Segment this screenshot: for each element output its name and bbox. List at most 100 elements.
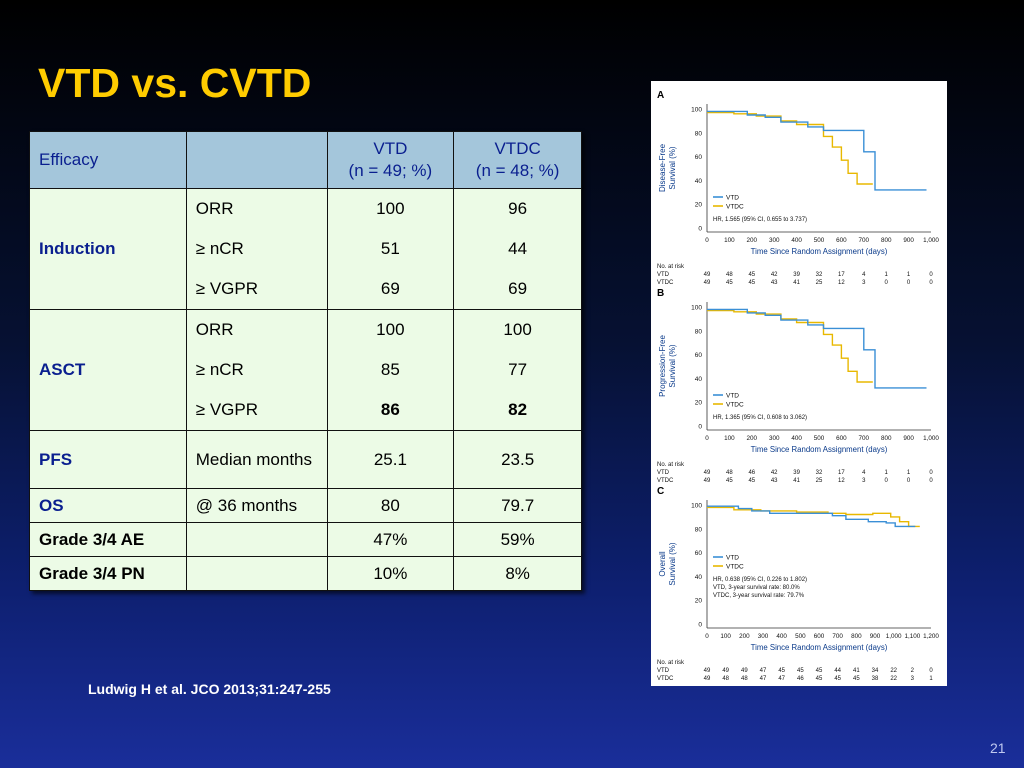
y-tick-label: 20 — [695, 400, 703, 407]
at-risk-value-vtd: 1 — [885, 470, 889, 476]
blank-cell — [185, 522, 328, 557]
at-risk-value-vtd: 46 — [748, 470, 755, 476]
at-risk-value-vtd: 48 — [726, 470, 733, 476]
at-risk-value-vtd: 34 — [872, 668, 879, 674]
at-risk-value-vtd: 48 — [726, 272, 733, 278]
y-axis-label: Overall — [658, 551, 667, 577]
at-risk-value-vtd: 4 — [862, 470, 866, 476]
x-tick-label: 0 — [705, 435, 709, 442]
x-tick-label: 0 — [705, 633, 709, 640]
asct-vtd-values: 100 85 86 — [326, 309, 455, 431]
header-vtd: VTD (n = 49; %) — [326, 131, 455, 189]
header-vtd-n: (n = 49; %) — [348, 161, 433, 180]
at-risk-value-vtdc: 0 — [885, 280, 889, 286]
survival-figure: A Disease-Free Survival (%) 100 80 60 40 20 0 0 10… — [651, 81, 947, 686]
table-row-ae: Grade 3/4 AE 47% 59% — [29, 522, 582, 557]
category-grade-ae: Grade 3/4 AE — [29, 522, 187, 557]
at-risk-value-vtd: 49 — [704, 668, 711, 674]
hazard-ratio-note: HR, 1.565 (95% CI, 0.655 to 3.737) — [713, 217, 807, 223]
measure-label: ≥ nCR — [195, 360, 244, 379]
y-tick-label: 100 — [691, 107, 702, 114]
at-risk-value-vtd: 45 — [797, 668, 804, 674]
category-asct: ASCT — [29, 309, 187, 431]
panel-letter: C — [657, 486, 664, 497]
at-risk-value-vtd: 39 — [793, 470, 800, 476]
at-risk-value-vtdc: 45 — [726, 280, 733, 286]
x-tick-label: 400 — [791, 237, 802, 244]
y-tick-label: 0 — [698, 226, 702, 233]
header-blank — [185, 131, 328, 189]
category-os: OS — [29, 488, 187, 523]
at-risk-value-vtdc: 45 — [834, 676, 841, 682]
at-risk-value-vtdc: 3 — [862, 280, 866, 286]
value-cell: 10% — [326, 556, 455, 591]
hazard-ratio-note: HR, 0.638 (95% CI, 0.226 to 1.802) — [713, 577, 807, 583]
citation: Ludwig H et al. JCO 2013;31:247-255 — [88, 681, 331, 697]
at-risk-value-vtdc: 49 — [704, 280, 711, 286]
at-risk-value-vtd: 17 — [838, 470, 845, 476]
asct-measures: ORR ≥ nCR ≥ VGPR — [185, 309, 328, 431]
at-risk-value-vtd: 17 — [838, 272, 845, 278]
value-cell: 44 — [508, 239, 528, 258]
y-tick-label: 60 — [695, 154, 703, 161]
x-tick-label: 200 — [747, 237, 758, 244]
asct-vtdc-values: 100 77 82 — [453, 309, 582, 431]
at-risk-value-vtdc: 0 — [907, 478, 911, 484]
x-tick-label: 1,200 — [923, 633, 939, 640]
value-cell: 80 — [326, 488, 455, 523]
table-row-induction: Induction ORR ≥ nCR ≥ VGPR 100 51 69 96 … — [29, 188, 582, 310]
category-induction: Induction — [29, 188, 187, 310]
x-tick-label: 600 — [814, 633, 825, 640]
header-vtdc-name: VTDC — [494, 139, 541, 158]
induction-vtd-values: 100 51 69 — [326, 188, 455, 310]
at-risk-value-vtdc: 41 — [793, 478, 800, 484]
at-risk-value-vtd: 41 — [853, 668, 860, 674]
value-cell: 8% — [453, 556, 582, 591]
x-tick-label: 500 — [795, 633, 806, 640]
at-risk-value-vtd: 32 — [816, 470, 823, 476]
x-tick-label: 600 — [836, 435, 847, 442]
at-risk-value-vtd: 49 — [741, 668, 748, 674]
x-tick-label: 900 — [870, 633, 881, 640]
at-risk-value-vtd: 1 — [885, 272, 889, 278]
at-risk-row-label: VTD — [657, 272, 670, 278]
at-risk-value-vtdc: 0 — [907, 280, 911, 286]
value-cell: 79.7 — [453, 488, 582, 523]
value-cell: 77 — [508, 360, 528, 379]
x-tick-label: 100 — [724, 237, 735, 244]
at-risk-row-label: VTDC — [657, 676, 674, 682]
y-axis-label: Survival (%) — [668, 542, 677, 585]
value-cell: 96 — [508, 199, 528, 218]
at-risk-value-vtdc: 41 — [793, 280, 800, 286]
header-vtdc: VTDC (n = 48; %) — [453, 131, 582, 189]
category-pfs: PFS — [29, 430, 187, 489]
at-risk-value-vtdc: 12 — [838, 478, 845, 484]
panel-letter: B — [657, 288, 664, 299]
header-vtd-name: VTD — [373, 139, 408, 158]
value-cell: 23.5 — [453, 430, 582, 489]
y-tick-label: 80 — [695, 526, 703, 533]
at-risk-value-vtd: 2 — [911, 668, 915, 674]
value-cell: 100 — [376, 199, 405, 218]
value-cell: 69 — [508, 279, 528, 298]
at-risk-label: No. at risk — [657, 462, 685, 468]
legend-label-vtd: VTD — [726, 555, 739, 562]
vtdc-survival-curve — [707, 506, 920, 528]
at-risk-value-vtdc: 47 — [778, 676, 785, 682]
x-tick-label: 700 — [832, 633, 843, 640]
x-tick-label: 700 — [859, 435, 870, 442]
at-risk-row-label: VTDC — [657, 478, 674, 484]
efficacy-table: Efficacy VTD (n = 49; %) VTDC (n = 48; %… — [29, 131, 582, 591]
at-risk-value-vtdc: 0 — [885, 478, 889, 484]
value-cell: 86 — [380, 400, 400, 419]
at-risk-value-vtdc: 22 — [890, 676, 897, 682]
x-tick-label: 1,000 — [886, 633, 902, 640]
hazard-ratio-note: VTD, 3-year survival rate: 80.0% — [713, 585, 800, 591]
at-risk-value-vtd: 49 — [704, 470, 711, 476]
x-tick-label: 400 — [791, 435, 802, 442]
x-tick-label: 1,000 — [923, 237, 939, 244]
x-axis-label: Time Since Random Assignment (days) — [751, 247, 888, 256]
at-risk-value-vtd: 0 — [929, 272, 933, 278]
at-risk-value-vtdc: 43 — [771, 478, 778, 484]
